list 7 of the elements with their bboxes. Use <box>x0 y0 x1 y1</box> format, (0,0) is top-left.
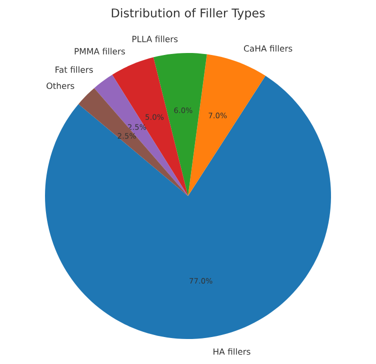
slice-label: HA fillers <box>214 348 250 355</box>
slice-label: PLLA fillers <box>132 36 178 42</box>
slice-label: Others <box>46 82 74 90</box>
slice-label: Fat fillers <box>56 66 93 73</box>
slice-label: PMMA fillers <box>74 48 125 54</box>
slice-label: CaHA fillers <box>244 45 292 52</box>
chart-title: Distribution of Filler Types <box>112 8 265 20</box>
